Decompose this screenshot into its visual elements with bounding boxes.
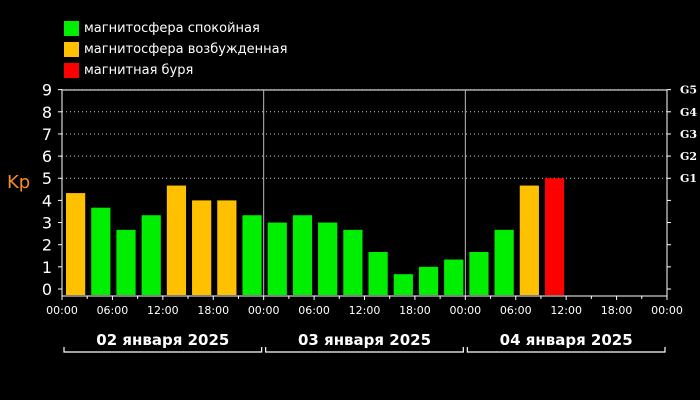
kp-bar <box>318 222 338 295</box>
kp-bar <box>267 222 287 295</box>
x-tick-label: 18:00 <box>197 304 229 317</box>
y-tick-label: 3 <box>42 214 52 233</box>
kp-bar <box>469 252 489 295</box>
day-bracket <box>265 347 464 353</box>
y-tick-label: 6 <box>42 147 52 166</box>
kp-bar <box>494 229 514 295</box>
x-tick-label: 12:00 <box>349 304 381 317</box>
x-tick-label: 00:00 <box>46 304 78 317</box>
x-tick-label: 18:00 <box>601 304 633 317</box>
y-tick-label: 1 <box>42 258 52 277</box>
kp-bar <box>192 200 212 295</box>
kp-bar <box>444 259 464 295</box>
legend-swatch-quiet <box>64 20 79 36</box>
kp-bar <box>116 229 136 295</box>
kp-bar <box>368 252 388 295</box>
day-label: 02 января 2025 <box>96 331 229 349</box>
g-scale-label-g2: G2 <box>680 150 697 163</box>
x-tick-label: 00:00 <box>449 304 481 317</box>
g-scale-label-g1: G1 <box>680 172 697 185</box>
day-label: 03 января 2025 <box>298 331 431 349</box>
kp-bar <box>141 215 161 295</box>
y-axis-label: Kp <box>7 172 31 193</box>
x-tick-label: 06:00 <box>97 304 129 317</box>
day-bracket <box>466 347 666 353</box>
legend-item-active: магнитосфера возбужденная <box>64 39 287 59</box>
kp-bar <box>544 178 565 295</box>
day-bracket <box>63 347 263 353</box>
legend-label-active: магнитосфера возбужденная <box>84 41 288 57</box>
y-tick-label: 4 <box>42 191 52 210</box>
x-tick-label: 00:00 <box>651 304 683 317</box>
legend-swatch-storm <box>64 62 79 78</box>
x-tick-label: 00:00 <box>248 304 280 317</box>
kp-bar <box>343 229 363 295</box>
x-tick-label: 12:00 <box>147 304 179 317</box>
day-label: 04 января 2025 <box>500 331 633 349</box>
y-tick-label: 0 <box>42 280 52 299</box>
g-scale-label-g5: G5 <box>680 84 697 97</box>
y-tick-label: 2 <box>42 236 52 255</box>
x-tick-label: 18:00 <box>399 304 431 317</box>
legend-item-quiet: магнитосфера спокойная <box>64 18 287 38</box>
kp-bar <box>242 215 262 295</box>
x-tick-label: 12:00 <box>550 304 582 317</box>
legend-swatch-active <box>64 41 79 57</box>
y-tick-label: 9 <box>42 81 52 100</box>
g-scale-label-g4: G4 <box>680 106 697 119</box>
kp-bar <box>292 215 313 295</box>
y-tick-label: 8 <box>42 103 52 122</box>
kp-bar <box>393 274 413 295</box>
x-tick-label: 06:00 <box>500 304 532 317</box>
y-tick-label: 5 <box>42 169 52 188</box>
legend-label-storm: магнитная буря <box>84 62 194 78</box>
kp-bar <box>217 200 237 295</box>
kp-bar <box>66 193 86 295</box>
x-tick-label: 06:00 <box>298 304 330 317</box>
kp-bar <box>418 266 439 295</box>
legend-label-quiet: магнитосфера спокойная <box>84 20 260 36</box>
g-scale-label-g3: G3 <box>680 128 697 141</box>
legend: магнитосфера спокойная магнитосфера возб… <box>64 18 287 81</box>
kp-bar <box>91 207 111 295</box>
y-tick-label: 7 <box>42 125 52 144</box>
kp-bar <box>519 185 539 295</box>
legend-item-storm: магнитная буря <box>64 60 287 80</box>
kp-bar <box>166 185 187 295</box>
